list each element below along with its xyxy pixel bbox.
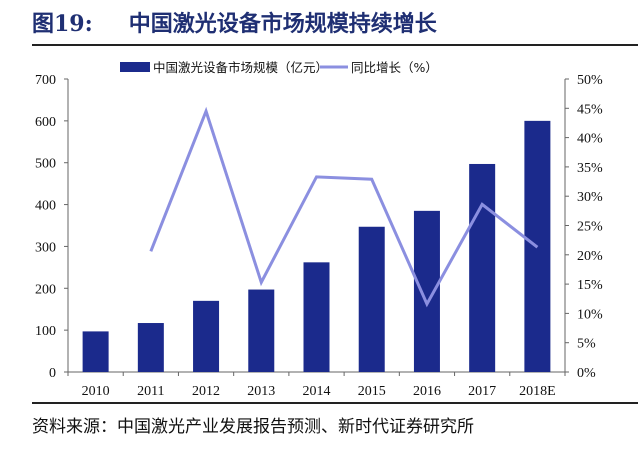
x-tick-label: 2011 [137, 384, 164, 399]
left-tick-label: 400 [35, 199, 56, 214]
bar-2010 [82, 331, 109, 372]
right-tick-label: 15% [577, 278, 603, 293]
right-tick-label: 50% [577, 73, 603, 88]
source-note: 资料来源：中国激光产业发展报告预测、新时代证券研究所 [32, 417, 474, 437]
bar-2011 [137, 323, 164, 372]
right-tick-label: 20% [577, 249, 603, 264]
title-rule [32, 44, 638, 46]
right-tick-label: 40% [577, 132, 603, 147]
growth-line [149, 106, 539, 308]
figure-label: 图19: [32, 11, 93, 37]
bar-2012 [193, 300, 220, 372]
x-tick-label: 2018E [519, 384, 556, 399]
right-tick-label: 25% [577, 220, 603, 235]
right-tick-label: 10% [577, 307, 603, 322]
right-tick-label: 5% [577, 337, 596, 352]
bar-2016 [413, 210, 440, 372]
source-rule [32, 402, 638, 404]
left-tick-label: 0 [49, 366, 56, 381]
right-tick-label: 45% [577, 102, 603, 117]
figure-title: 图19: 中国激光设备市场规模持续增长 [32, 6, 437, 38]
title-text: 中国激光设备市场规模持续增长 [128, 11, 437, 37]
right-tick-label: 35% [577, 161, 603, 176]
bar-2013 [248, 289, 275, 372]
x-tick-label: 2013 [247, 384, 275, 399]
left-tick-label: 200 [35, 282, 56, 297]
x-tick-label: 2016 [413, 384, 441, 399]
bar-2014 [303, 262, 330, 372]
x-tick-label: 2010 [82, 384, 110, 399]
legend-swatch-bar [120, 62, 150, 72]
left-tick-label: 600 [35, 115, 56, 130]
right-tick-label: 30% [577, 190, 603, 205]
bar-2017 [469, 163, 496, 372]
bar-2015 [358, 226, 385, 372]
left-tick-label: 100 [35, 324, 56, 339]
left-tick-label: 500 [35, 157, 56, 172]
legend-label-bar: 中国激光设备市场规模（亿元） [153, 60, 328, 75]
legend-label-line: 同比增长（%） [351, 60, 438, 75]
x-tick-label: 2015 [358, 384, 386, 399]
left-tick-label: 300 [35, 240, 56, 255]
x-tick-label: 2017 [468, 384, 496, 399]
x-tick-label: 2014 [303, 384, 331, 399]
left-tick-label: 700 [35, 73, 56, 88]
x-tick-label: 2012 [192, 384, 220, 399]
right-tick-label: 0% [577, 366, 596, 381]
